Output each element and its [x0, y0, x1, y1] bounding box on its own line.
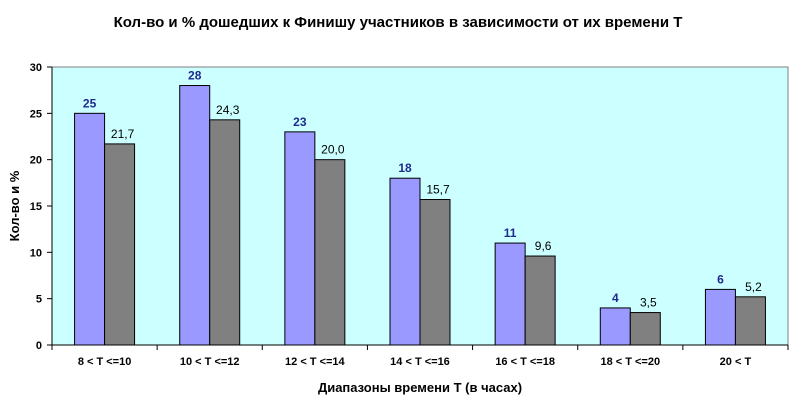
y-tick-label: 10 [30, 247, 42, 259]
data-label-series-1: 11 [504, 226, 517, 240]
data-label-series-2: 24,3 [216, 103, 240, 117]
data-label-series-2: 21,7 [111, 127, 135, 141]
data-label-series-2: 15,7 [426, 183, 450, 197]
y-axis: 0 5 10 15 20 25 30 [30, 62, 52, 352]
bar-series-2 [419, 199, 451, 346]
bars [74, 85, 766, 346]
data-label-series-1: 18 [398, 161, 412, 175]
bar-series-1 [284, 131, 316, 346]
data-label-series-2: 5,2 [745, 280, 762, 294]
data-label-series-1: 6 [717, 272, 724, 286]
bar-series-2 [629, 312, 661, 346]
bar-series-1 [704, 288, 736, 346]
x-tick-label: 14 < T <=16 [390, 356, 450, 368]
x-tick-label: 16 < T <=18 [495, 356, 555, 368]
bar-series-1 [599, 307, 631, 346]
x-tick-label: 12 < T <=14 [285, 356, 346, 368]
bar-series-1 [494, 242, 526, 346]
x-axis-label: Диапазоны времени T (в часах) [318, 380, 522, 395]
x-tick-label: 18 < T <=20 [600, 356, 660, 368]
chart-title: Кол-во и % дошедших к Финишу участников … [114, 14, 683, 31]
y-tick-label: 25 [30, 108, 42, 120]
x-axis: 8 < T <=10 10 < T <=12 12 < T <=14 14 < T <… [51, 345, 789, 368]
data-label-series-1: 25 [83, 96, 97, 110]
bar-series-2 [524, 255, 556, 346]
y-tick-label: 15 [30, 201, 42, 213]
bar-series-1 [389, 177, 421, 346]
y-tick-label: 20 [30, 155, 42, 167]
bar-series-2 [104, 143, 136, 346]
data-label-series-1: 28 [188, 69, 202, 83]
bar-series-2 [314, 159, 346, 346]
x-tick-label: 20 < T [720, 356, 752, 368]
bar-series-1 [74, 112, 106, 346]
data-labels: 25 21,7 28 24,3 23 20,0 18 15,7 11 9,6 4 3,5 6 5,2 [83, 69, 762, 310]
data-label-series-1: 4 [612, 291, 619, 305]
data-label-series-2: 3,5 [640, 296, 657, 310]
bar-series-2 [209, 119, 241, 346]
x-tick-label: 10 < T <=12 [180, 356, 240, 368]
data-label-series-2: 20,0 [321, 143, 345, 157]
y-tick-label: 0 [36, 340, 42, 352]
bar-series-2 [734, 296, 766, 346]
data-label-series-2: 9,6 [535, 239, 552, 253]
y-tick-label: 5 [36, 294, 42, 306]
y-tick-label: 30 [30, 62, 42, 74]
data-label-series-1: 23 [293, 115, 307, 129]
y-axis-label: Кол-во и % [7, 170, 22, 241]
x-tick-label: 8 < T <=10 [78, 356, 132, 368]
bar-series-1 [179, 85, 211, 346]
